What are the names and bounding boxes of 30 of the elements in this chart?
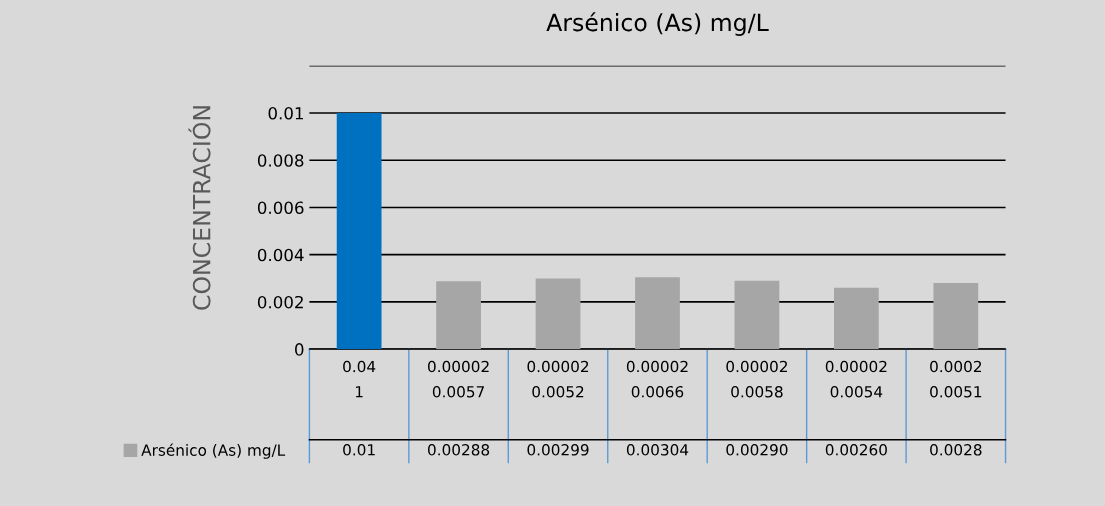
y-tick-label: 0.006 [257, 201, 304, 215]
bar [734, 280, 780, 350]
bar [436, 281, 481, 350]
y-tick-label: 0 [295, 343, 304, 356]
x-tick-label: 0.0002 0.0051 [930, 360, 982, 398]
data-label: 0.00299 [527, 444, 589, 456]
bar [535, 278, 581, 350]
y-tick-label: 0.002 [257, 295, 303, 309]
bar [336, 113, 382, 350]
y-axis-title: CONCENTRACIÓN [188, 106, 211, 310]
x-tick-label: 0.04 1 [343, 360, 376, 398]
chart-title: Arsénico (As) mg/L [546, 12, 769, 36]
y-tick-label: 0.008 [257, 154, 304, 167]
x-tick-label: 0.00002 0.0052 [527, 360, 589, 398]
bar [635, 277, 680, 350]
data-label: 0.00260 [825, 444, 887, 456]
data-label: 0.00304 [626, 444, 689, 456]
data-label: 0.00290 [726, 444, 788, 456]
bar [834, 287, 879, 350]
y-tick-label: 0.004 [257, 248, 304, 262]
legend-label: Arsénico (As) mg/L [141, 443, 286, 459]
x-tick-label: 0.00002 0.0058 [726, 360, 787, 398]
x-tick-label: 0.00002 0.0066 [626, 360, 688, 398]
y-tick-label: 0.01 [268, 106, 303, 120]
bar [933, 283, 979, 350]
x-tick-label: 0.00002 0.0054 [825, 360, 887, 398]
data-label: 0.01 [343, 444, 375, 456]
data-label: 0.0028 [930, 444, 982, 456]
data-label: 0.00288 [427, 444, 490, 456]
x-tick-label: 0.00002 0.0057 [427, 360, 489, 398]
